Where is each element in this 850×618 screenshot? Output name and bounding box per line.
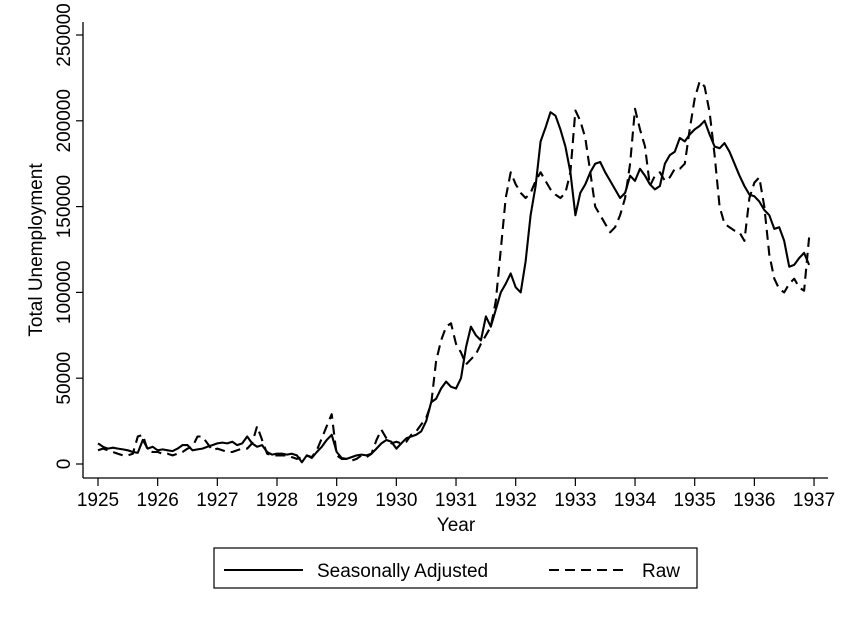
y-axis-ticks: 0 50000 100000 150000 200000 250000 bbox=[54, 3, 83, 469]
x-tick-label: 1937 bbox=[793, 490, 835, 511]
x-tick-label: 1929 bbox=[316, 490, 358, 511]
raw-series-line bbox=[97, 80, 811, 462]
legend-label-raw: Raw bbox=[642, 561, 680, 582]
y-tick-label: 150000 bbox=[54, 175, 75, 238]
plot-area bbox=[97, 80, 811, 464]
legend-box bbox=[213, 547, 698, 589]
y-tick-label: 250000 bbox=[54, 3, 75, 66]
x-tick-label: 1930 bbox=[375, 490, 417, 511]
legend-label-seasonally-adjusted: Seasonally Adjusted bbox=[317, 561, 488, 582]
y-tick-label: 200000 bbox=[54, 89, 75, 152]
y-tick-label: 50000 bbox=[54, 352, 75, 405]
x-tick-label: 1926 bbox=[137, 490, 179, 511]
x-tick-label: 1928 bbox=[256, 490, 298, 511]
y-tick-label: 0 bbox=[54, 459, 75, 470]
x-tick-label: 1931 bbox=[435, 490, 477, 511]
x-axis: 1925 1926 1927 1928 1929 1930 1931 1932 1933 1934… bbox=[77, 477, 835, 511]
x-tick-label: 1933 bbox=[554, 490, 596, 511]
seasonally-adjusted-series-line bbox=[97, 111, 811, 464]
y-tick-label: 100000 bbox=[54, 261, 75, 324]
x-axis-title: Year bbox=[437, 515, 476, 536]
x-tick-label: 1927 bbox=[196, 490, 238, 511]
y-axis: 0 50000 100000 150000 200000 250000 bbox=[54, 3, 84, 478]
x-tick-label: 1925 bbox=[77, 490, 119, 511]
legend: Seasonally Adjusted Raw bbox=[213, 547, 698, 589]
x-tick-label: 1936 bbox=[733, 490, 775, 511]
y-axis-title: Total Unemployment bbox=[26, 163, 47, 337]
x-tick-label: 1932 bbox=[495, 490, 537, 511]
x-tick-label: 1935 bbox=[674, 490, 716, 511]
x-axis-ticks: 1925 1926 1927 1928 1929 1930 1931 1932 1933 1934… bbox=[77, 478, 835, 511]
x-tick-label: 1934 bbox=[614, 490, 657, 511]
